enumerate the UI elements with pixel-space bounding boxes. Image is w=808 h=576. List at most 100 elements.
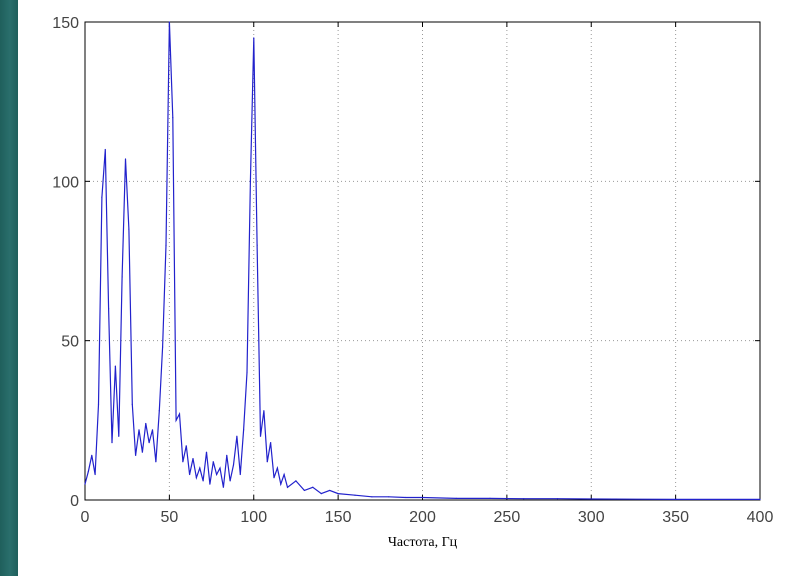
data-point — [239, 473, 241, 476]
data-point — [185, 445, 187, 447]
data-point — [108, 308, 110, 310]
data-point — [97, 403, 100, 405]
data-point — [283, 473, 285, 476]
y-tick-label: 100 — [52, 174, 79, 191]
data-point — [121, 276, 123, 278]
data-point — [172, 117, 174, 119]
y-tick-label: 0 — [70, 493, 79, 510]
data-point — [212, 461, 214, 463]
data-points — [84, 21, 761, 500]
data-point — [151, 429, 154, 431]
x-tick-label: 150 — [325, 509, 352, 526]
data-point — [280, 483, 282, 485]
y-tick-label: 150 — [52, 15, 79, 32]
data-point — [162, 346, 164, 348]
data-point — [219, 467, 221, 469]
data-point — [273, 477, 275, 479]
x-tick-label: 350 — [662, 509, 689, 526]
data-point — [199, 467, 201, 469]
data-point — [91, 454, 93, 456]
data-point — [128, 228, 130, 230]
data-point — [523, 498, 525, 500]
data-point — [94, 473, 96, 476]
data-point — [182, 461, 184, 463]
data-point — [455, 497, 457, 500]
data-point — [216, 473, 218, 476]
data-point — [148, 442, 150, 444]
data-point — [114, 365, 116, 367]
data-point — [263, 410, 265, 412]
data-point — [590, 498, 592, 500]
data-point — [118, 435, 120, 437]
data-point — [192, 457, 194, 460]
x-tick-label: 300 — [578, 509, 605, 526]
data-point — [256, 244, 258, 246]
data-point — [405, 496, 407, 499]
data-point — [329, 489, 331, 492]
data-point — [388, 496, 390, 498]
data-point — [155, 461, 157, 463]
data-point — [165, 244, 167, 246]
data-point — [243, 429, 245, 431]
data-point — [131, 403, 133, 405]
data-point — [111, 442, 113, 444]
data-point — [270, 442, 272, 444]
x-tick-label: 250 — [494, 509, 521, 526]
y-tick-label: 50 — [61, 334, 79, 351]
data-point — [320, 493, 322, 495]
data-point — [226, 454, 228, 456]
plot-frame — [84, 21, 761, 501]
data-point — [246, 371, 248, 374]
chart-panel — [18, 0, 808, 576]
data-point — [138, 429, 140, 431]
data-point — [675, 498, 677, 500]
data-point — [195, 477, 197, 479]
data-point — [205, 451, 208, 453]
data-point — [303, 489, 305, 492]
data-point — [158, 410, 160, 412]
data-point — [276, 467, 278, 469]
data-point — [489, 497, 491, 500]
data-point — [354, 494, 356, 496]
data-point — [178, 413, 181, 415]
data-point — [295, 480, 297, 482]
data-point — [145, 422, 147, 425]
data-point — [124, 158, 127, 160]
data-point — [87, 470, 89, 472]
x-axis-label: Частота, Гц — [388, 535, 458, 550]
data-point — [104, 148, 106, 151]
data-point — [189, 473, 191, 476]
data-point — [209, 483, 211, 485]
data-point — [84, 483, 86, 485]
axis-ticks: 0 50 100 150 200 250 300 350 400 0 50 100 150 — [52, 15, 773, 526]
x-tick-label: 400 — [747, 509, 774, 526]
data-point — [229, 480, 231, 482]
data-point — [337, 493, 339, 495]
data-point — [556, 498, 559, 500]
data-point — [175, 419, 177, 421]
data-point — [232, 464, 235, 466]
x-tick-label: 0 — [81, 509, 90, 526]
data-point — [371, 496, 373, 498]
data-point — [168, 21, 170, 23]
data-point — [253, 37, 255, 39]
data-point — [249, 180, 251, 182]
data-point — [259, 435, 262, 437]
x-tick-label: 100 — [240, 509, 267, 526]
data-point — [312, 486, 314, 488]
data-point — [141, 451, 143, 453]
data-point — [421, 496, 424, 499]
data-point — [759, 498, 761, 500]
grid-lines — [85, 22, 760, 500]
data-point — [222, 486, 224, 488]
data-point — [236, 435, 238, 437]
x-tick-label: 50 — [160, 509, 178, 526]
x-tick-label: 200 — [409, 509, 436, 526]
data-point — [266, 461, 268, 463]
data-point — [101, 196, 103, 198]
data-point — [202, 480, 204, 482]
spectrum-line — [84, 21, 760, 500]
data-point — [286, 486, 289, 488]
data-point — [135, 454, 137, 456]
